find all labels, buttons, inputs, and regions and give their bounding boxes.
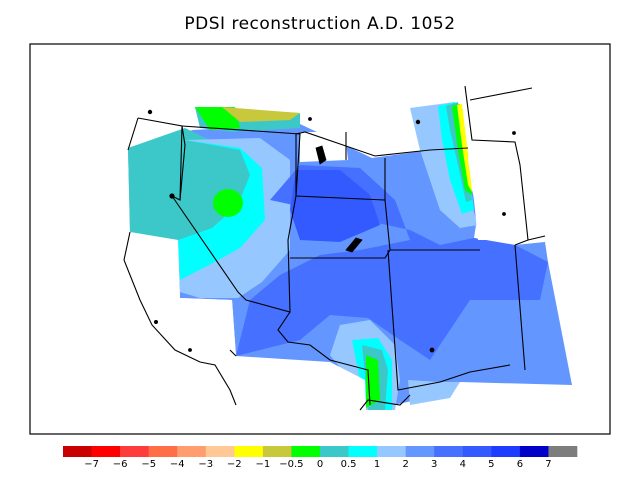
boundary-path-3 xyxy=(290,249,480,259)
lake-dot-7 xyxy=(188,348,192,352)
legend-swatch xyxy=(177,446,207,457)
yellowstone-lake xyxy=(315,145,327,165)
boundary-path-8 xyxy=(514,244,526,371)
boundary-path-10 xyxy=(179,125,183,201)
legend-swatch xyxy=(234,446,264,457)
lake-tahoe xyxy=(169,193,175,199)
lake-dot-8 xyxy=(153,319,158,324)
legend-swatch xyxy=(63,446,92,457)
legend-color-bar xyxy=(63,446,578,457)
boundary-path-12 xyxy=(469,87,533,101)
no-data-mexico xyxy=(236,356,366,410)
legend-swatch xyxy=(291,446,321,457)
lake-dot-5 xyxy=(415,119,421,125)
no-data-areas xyxy=(128,132,520,410)
political-boundaries xyxy=(123,85,546,411)
legend-swatch xyxy=(405,446,435,457)
legend-swatch xyxy=(434,446,464,457)
no-data-west-montana xyxy=(300,132,348,162)
field-zone-class-5 xyxy=(290,170,380,242)
lake-dot-2 xyxy=(308,117,312,121)
legend-swatch xyxy=(519,446,549,457)
no-data-california-coast xyxy=(128,232,236,362)
map-title: PDSI reconstruction A.D. 1052 xyxy=(184,14,456,34)
field-zone-north-olive xyxy=(222,107,300,122)
legend-swatch xyxy=(148,446,178,457)
lakes xyxy=(147,109,516,353)
great-salt-lake xyxy=(345,237,363,253)
legend-swatch xyxy=(262,446,292,457)
no-data-dakota xyxy=(468,140,520,240)
lake-dot-3 xyxy=(429,347,435,353)
boundary-path-4 xyxy=(384,199,391,251)
field-zone-se-light-blue xyxy=(408,380,460,405)
boundary-path-11 xyxy=(127,117,139,151)
lake-dot-1 xyxy=(147,109,153,115)
legend-swatch xyxy=(348,446,378,457)
boundary-path-5 xyxy=(387,249,511,391)
lake-dot-6 xyxy=(512,131,516,135)
field-zone-north-green xyxy=(195,107,240,130)
legend-swatch xyxy=(120,446,149,457)
pdsi-field xyxy=(128,102,572,410)
field-zone-green-blob xyxy=(213,189,243,217)
legend-swatch xyxy=(377,446,406,457)
boundary-path-6 xyxy=(464,85,529,246)
field-zone-class-4 xyxy=(236,165,548,360)
legend-swatch xyxy=(491,446,521,457)
legend-swatch xyxy=(205,446,235,457)
boundary-path-2 xyxy=(181,125,386,201)
boundary-path-7 xyxy=(527,235,546,241)
coastline xyxy=(123,231,237,406)
boundary-path-9 xyxy=(277,311,371,406)
legend-swatch xyxy=(91,446,121,457)
legend-swatch xyxy=(462,446,492,457)
boundary-path-13 xyxy=(229,349,237,357)
boundary-path-15 xyxy=(359,394,411,411)
legend-swatch xyxy=(548,446,578,457)
legend-swatch xyxy=(320,446,349,457)
lake-dot-4 xyxy=(502,212,506,216)
